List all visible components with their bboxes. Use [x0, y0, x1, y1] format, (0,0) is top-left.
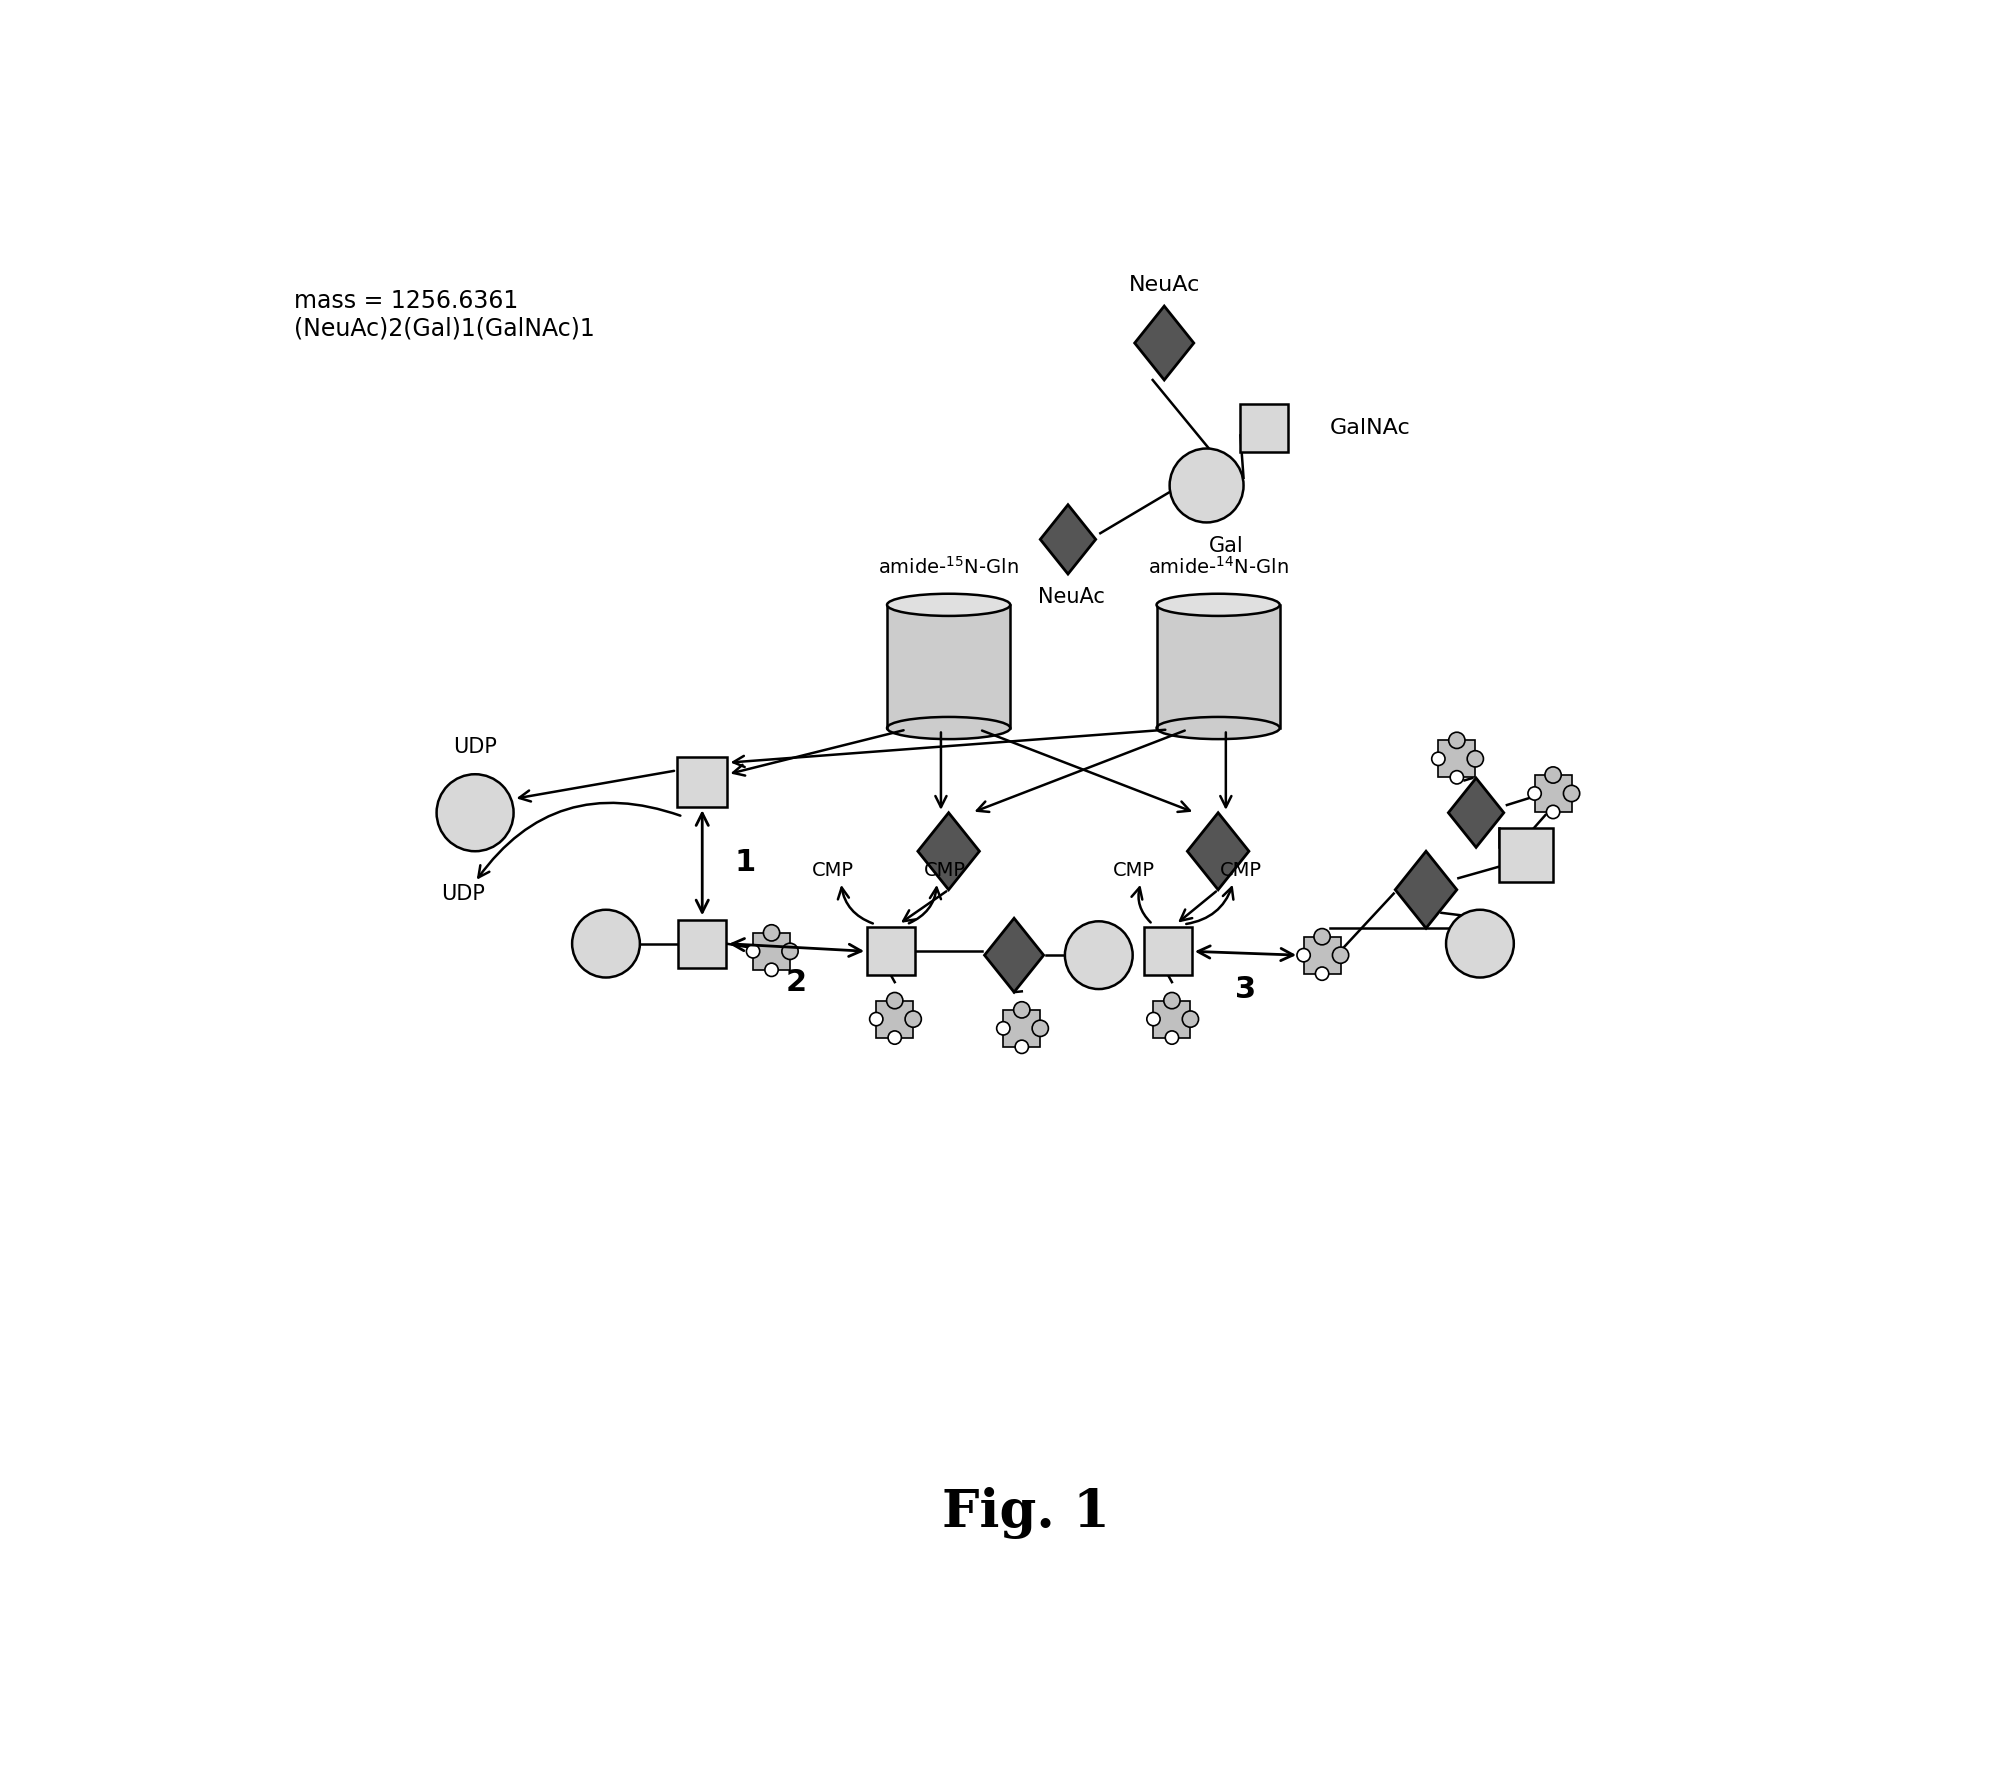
- Text: 1: 1: [734, 849, 756, 877]
- Ellipse shape: [1157, 717, 1279, 740]
- Bar: [1153, 1001, 1191, 1038]
- Text: CMP: CMP: [924, 861, 966, 879]
- Bar: [886, 604, 1011, 727]
- Circle shape: [1065, 922, 1133, 988]
- Text: 3: 3: [1235, 976, 1255, 1004]
- Polygon shape: [1395, 851, 1458, 927]
- Circle shape: [904, 1011, 922, 1028]
- Circle shape: [1546, 806, 1560, 818]
- Bar: [1500, 827, 1554, 883]
- Bar: [1157, 604, 1279, 727]
- Circle shape: [764, 924, 780, 942]
- Text: Gal: Gal: [1209, 536, 1243, 556]
- Circle shape: [1165, 1031, 1179, 1044]
- Bar: [754, 933, 790, 970]
- Circle shape: [437, 774, 513, 851]
- Text: CMP: CMP: [1221, 861, 1263, 879]
- Ellipse shape: [1157, 593, 1279, 617]
- Circle shape: [886, 992, 902, 1008]
- Text: NeuAc: NeuAc: [1129, 275, 1199, 295]
- Polygon shape: [1041, 504, 1095, 574]
- Bar: [678, 920, 726, 967]
- Ellipse shape: [886, 593, 1011, 617]
- Text: UDP: UDP: [453, 738, 497, 758]
- Text: CMP: CMP: [812, 861, 854, 879]
- Circle shape: [1468, 751, 1484, 767]
- Circle shape: [1446, 910, 1514, 977]
- Circle shape: [1147, 1013, 1161, 1026]
- Bar: [1002, 1010, 1041, 1047]
- Circle shape: [1333, 947, 1349, 963]
- Circle shape: [1163, 992, 1181, 1008]
- Circle shape: [571, 910, 640, 977]
- Text: amide-$^{15}$N-Gln: amide-$^{15}$N-Gln: [878, 556, 1019, 577]
- Circle shape: [870, 1013, 882, 1026]
- Ellipse shape: [886, 717, 1011, 740]
- Circle shape: [1033, 1020, 1049, 1036]
- Circle shape: [1015, 1040, 1029, 1054]
- Bar: [1303, 936, 1341, 974]
- Circle shape: [1015, 1003, 1031, 1019]
- Circle shape: [1315, 967, 1329, 981]
- Bar: [678, 758, 728, 808]
- Circle shape: [746, 945, 760, 958]
- Circle shape: [764, 963, 778, 976]
- Circle shape: [1546, 767, 1562, 783]
- Polygon shape: [1135, 306, 1193, 381]
- Circle shape: [1450, 733, 1466, 749]
- Bar: [866, 927, 914, 976]
- Text: mass = 1256.6361
(NeuAc)2(Gal)1(GalNAc)1: mass = 1256.6361 (NeuAc)2(Gal)1(GalNAc)1: [295, 289, 595, 341]
- Circle shape: [996, 1022, 1011, 1035]
- Text: amide-$^{14}$N-Gln: amide-$^{14}$N-Gln: [1147, 556, 1289, 577]
- Circle shape: [1297, 949, 1309, 961]
- Bar: [1438, 740, 1476, 777]
- Circle shape: [1450, 770, 1464, 784]
- Circle shape: [1313, 929, 1329, 945]
- Bar: [1534, 776, 1572, 811]
- Circle shape: [1564, 784, 1580, 802]
- Text: 2: 2: [786, 967, 808, 997]
- Polygon shape: [1187, 813, 1249, 890]
- Circle shape: [1432, 752, 1446, 765]
- Circle shape: [1183, 1011, 1199, 1028]
- Text: CMP: CMP: [1113, 861, 1155, 879]
- Text: NeuAc: NeuAc: [1039, 588, 1105, 608]
- Circle shape: [888, 1031, 902, 1044]
- Bar: [876, 1001, 912, 1038]
- Bar: [1145, 927, 1191, 976]
- Circle shape: [1528, 786, 1542, 801]
- Polygon shape: [1448, 777, 1504, 847]
- Bar: [1241, 404, 1287, 452]
- Text: UDP: UDP: [441, 883, 485, 904]
- Text: GalNAc: GalNAc: [1329, 418, 1412, 438]
- Text: Fig. 1: Fig. 1: [942, 1487, 1109, 1539]
- Polygon shape: [984, 919, 1045, 992]
- Circle shape: [782, 944, 798, 960]
- Polygon shape: [918, 813, 978, 890]
- Circle shape: [1169, 449, 1243, 522]
